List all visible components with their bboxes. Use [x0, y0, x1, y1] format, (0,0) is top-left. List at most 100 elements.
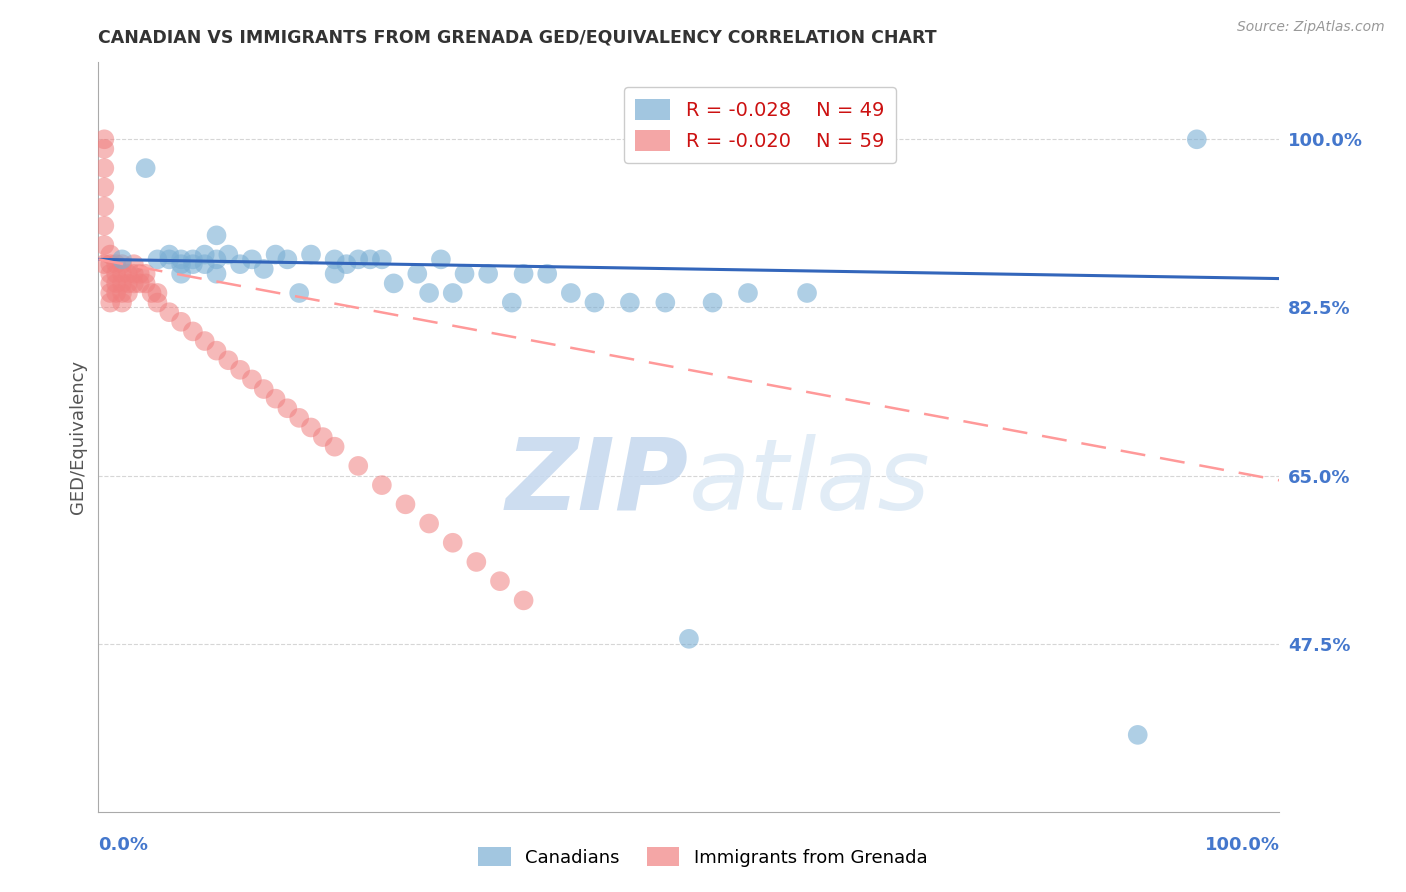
Point [93, 219, 115, 233]
Point [98, 285, 121, 300]
Point [135, 277, 157, 291]
Point [157, 305, 180, 319]
Point [240, 372, 263, 386]
Point [194, 334, 217, 348]
Text: Source: ZipAtlas.com: Source: ZipAtlas.com [1237, 20, 1385, 34]
Text: ZIP: ZIP [506, 434, 689, 531]
Point [583, 295, 606, 310]
Point [194, 257, 217, 271]
Point [1126, 728, 1149, 742]
Point [105, 267, 128, 281]
Point [264, 392, 287, 406]
Point [141, 285, 163, 300]
Point [93, 238, 115, 252]
Y-axis label: GED/Equivalency: GED/Equivalency [69, 360, 87, 514]
Point [205, 267, 228, 281]
Text: 0.0%: 0.0% [98, 836, 149, 854]
Point [288, 285, 311, 300]
Point [111, 257, 134, 271]
Point [441, 285, 464, 300]
Point [111, 285, 134, 300]
Point [146, 295, 169, 310]
Point [157, 252, 180, 267]
Point [98, 277, 121, 291]
Point [359, 252, 381, 267]
Point [217, 353, 239, 368]
Point [205, 228, 228, 243]
Point [111, 252, 134, 267]
Point [737, 285, 759, 300]
Point [465, 555, 488, 569]
Point [619, 295, 641, 310]
Point [98, 267, 121, 281]
Point [93, 142, 115, 156]
Point [253, 382, 276, 396]
Point [371, 478, 394, 492]
Point [1185, 132, 1208, 146]
Point [323, 252, 346, 267]
Point [702, 295, 724, 310]
Point [93, 161, 115, 175]
Point [146, 252, 169, 267]
Point [678, 632, 700, 646]
Point [93, 180, 115, 194]
Point [335, 257, 357, 271]
Point [105, 277, 128, 291]
Point [128, 277, 150, 291]
Point [111, 277, 134, 291]
Point [453, 267, 475, 281]
Point [170, 267, 193, 281]
Point [299, 247, 322, 261]
Point [240, 252, 263, 267]
Point [117, 285, 139, 300]
Point [98, 295, 121, 310]
Point [796, 285, 818, 300]
Point [441, 535, 464, 549]
Point [253, 262, 276, 277]
Point [205, 343, 228, 358]
Point [347, 458, 370, 473]
Point [654, 295, 676, 310]
Point [489, 574, 512, 589]
Point [276, 252, 298, 267]
Point [122, 267, 145, 281]
Point [181, 257, 204, 271]
Point [205, 252, 228, 267]
Point [93, 132, 115, 146]
Point [135, 161, 157, 175]
Text: 100.0%: 100.0% [1205, 836, 1279, 854]
Point [418, 516, 440, 531]
Point [406, 267, 429, 281]
Legend: Canadians, Immigrants from Grenada: Canadians, Immigrants from Grenada [471, 840, 935, 874]
Point [93, 200, 115, 214]
Point [117, 277, 139, 291]
Point [117, 267, 139, 281]
Legend: R = -0.028    N = 49, R = -0.020    N = 59: R = -0.028 N = 49, R = -0.020 N = 59 [624, 87, 896, 162]
Point [394, 497, 416, 511]
Point [122, 257, 145, 271]
Point [299, 420, 322, 434]
Point [122, 277, 145, 291]
Point [276, 401, 298, 416]
Point [98, 247, 121, 261]
Point [93, 257, 115, 271]
Point [323, 440, 346, 454]
Point [194, 247, 217, 261]
Point [371, 252, 394, 267]
Point [105, 285, 128, 300]
Point [560, 285, 582, 300]
Point [170, 315, 193, 329]
Point [135, 267, 157, 281]
Point [382, 277, 405, 291]
Point [181, 252, 204, 267]
Point [288, 410, 311, 425]
Point [170, 257, 193, 271]
Point [111, 267, 134, 281]
Point [418, 285, 440, 300]
Point [512, 593, 534, 607]
Point [217, 247, 239, 261]
Point [512, 267, 534, 281]
Point [323, 267, 346, 281]
Point [181, 325, 204, 339]
Text: atlas: atlas [689, 434, 931, 531]
